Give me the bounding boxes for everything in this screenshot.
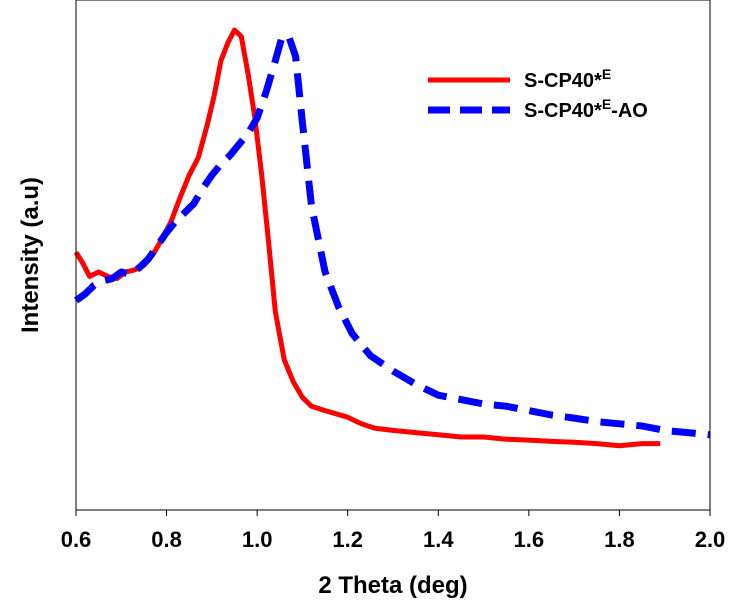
legend-label-0: S-CP40*E	[524, 66, 611, 92]
legend: S-CP40*E S-CP40*E-AO	[428, 66, 648, 122]
x-tick-label: 1.8	[604, 527, 635, 552]
plot-frame	[75, 0, 711, 511]
legend-label-1: S-CP40*E-AO	[524, 96, 648, 122]
x-tick-label: 1.2	[332, 527, 363, 552]
x-tick-label: 1.4	[423, 527, 454, 552]
x-tick-label: 1.0	[242, 527, 273, 552]
x-tick-label: 2.0	[695, 527, 726, 552]
x-tick-label: 0.6	[61, 527, 92, 552]
x-tick-label: 1.6	[514, 527, 545, 552]
plot-lines	[73, 27, 711, 449]
x-axis-title: 2 Theta (deg)	[318, 572, 467, 599]
x-axis-ticks: 0.6 0.8 1.0 1.2 1.4 1.6 1.8 2.0	[61, 510, 726, 552]
y-axis-title: Intensity (a.u)	[17, 177, 44, 333]
series-line-1	[73, 33, 711, 439]
x-tick-label: 0.8	[151, 527, 182, 552]
